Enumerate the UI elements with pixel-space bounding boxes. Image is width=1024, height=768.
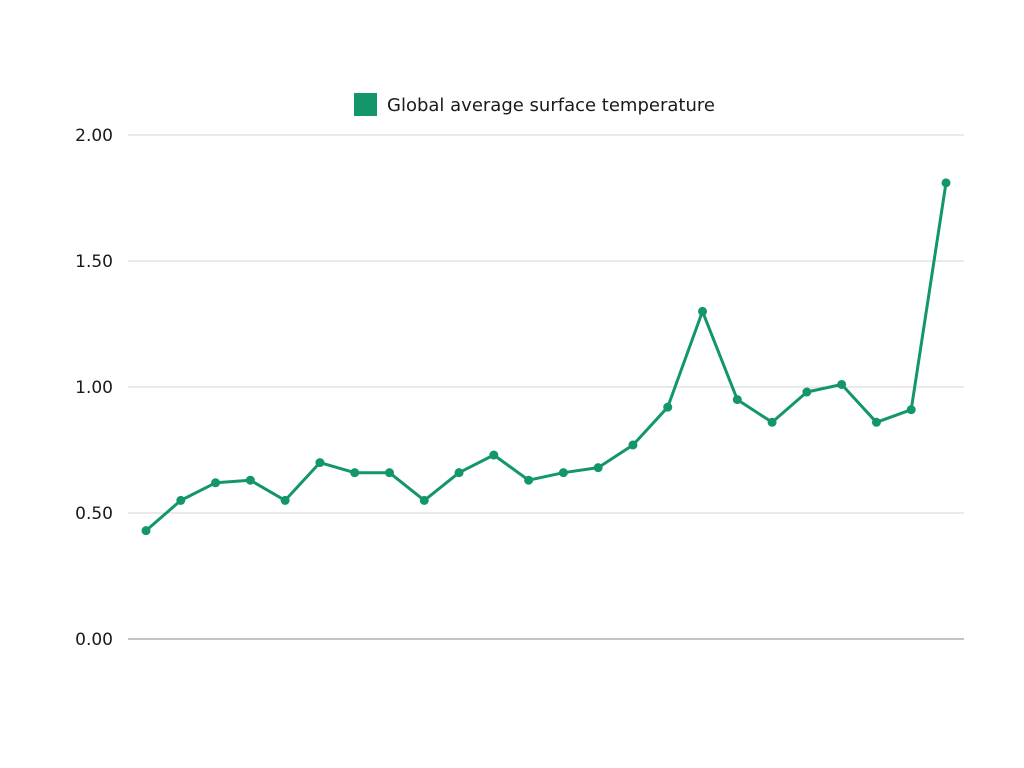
data-point bbox=[558, 468, 568, 478]
data-point bbox=[419, 495, 429, 505]
y-tick-label: 0.50 bbox=[75, 504, 113, 524]
data-point bbox=[593, 463, 603, 473]
y-axis-tick-labels: 0.00 0.50 1.00 1.50 2.00 bbox=[75, 126, 113, 650]
data-point bbox=[837, 379, 847, 389]
data-point bbox=[906, 405, 916, 415]
series-temperature bbox=[141, 178, 951, 536]
data-point bbox=[280, 495, 290, 505]
data-point bbox=[628, 440, 638, 450]
data-point bbox=[245, 475, 255, 485]
data-point bbox=[350, 468, 360, 478]
data-point bbox=[732, 395, 742, 405]
data-point bbox=[211, 478, 221, 488]
legend-swatch bbox=[354, 93, 377, 116]
data-point bbox=[384, 468, 394, 478]
data-point bbox=[698, 306, 708, 316]
y-tick-label: 2.00 bbox=[75, 126, 113, 146]
data-point bbox=[489, 450, 499, 460]
gridlines bbox=[128, 134, 964, 640]
data-point bbox=[315, 458, 325, 468]
legend: Global average surface temperature bbox=[354, 93, 715, 116]
data-point bbox=[454, 468, 464, 478]
data-point bbox=[663, 402, 673, 412]
y-tick-label: 0.00 bbox=[75, 630, 113, 650]
series-line bbox=[144, 181, 948, 533]
data-point bbox=[524, 475, 534, 485]
y-tick-label: 1.00 bbox=[75, 378, 113, 398]
y-tick-label: 1.50 bbox=[75, 252, 113, 272]
data-point bbox=[141, 526, 151, 536]
data-point bbox=[941, 178, 951, 188]
data-point bbox=[176, 495, 186, 505]
data-point bbox=[871, 417, 881, 427]
data-point bbox=[767, 417, 777, 427]
data-point bbox=[802, 387, 812, 397]
legend-label: Global average surface temperature bbox=[387, 95, 715, 116]
